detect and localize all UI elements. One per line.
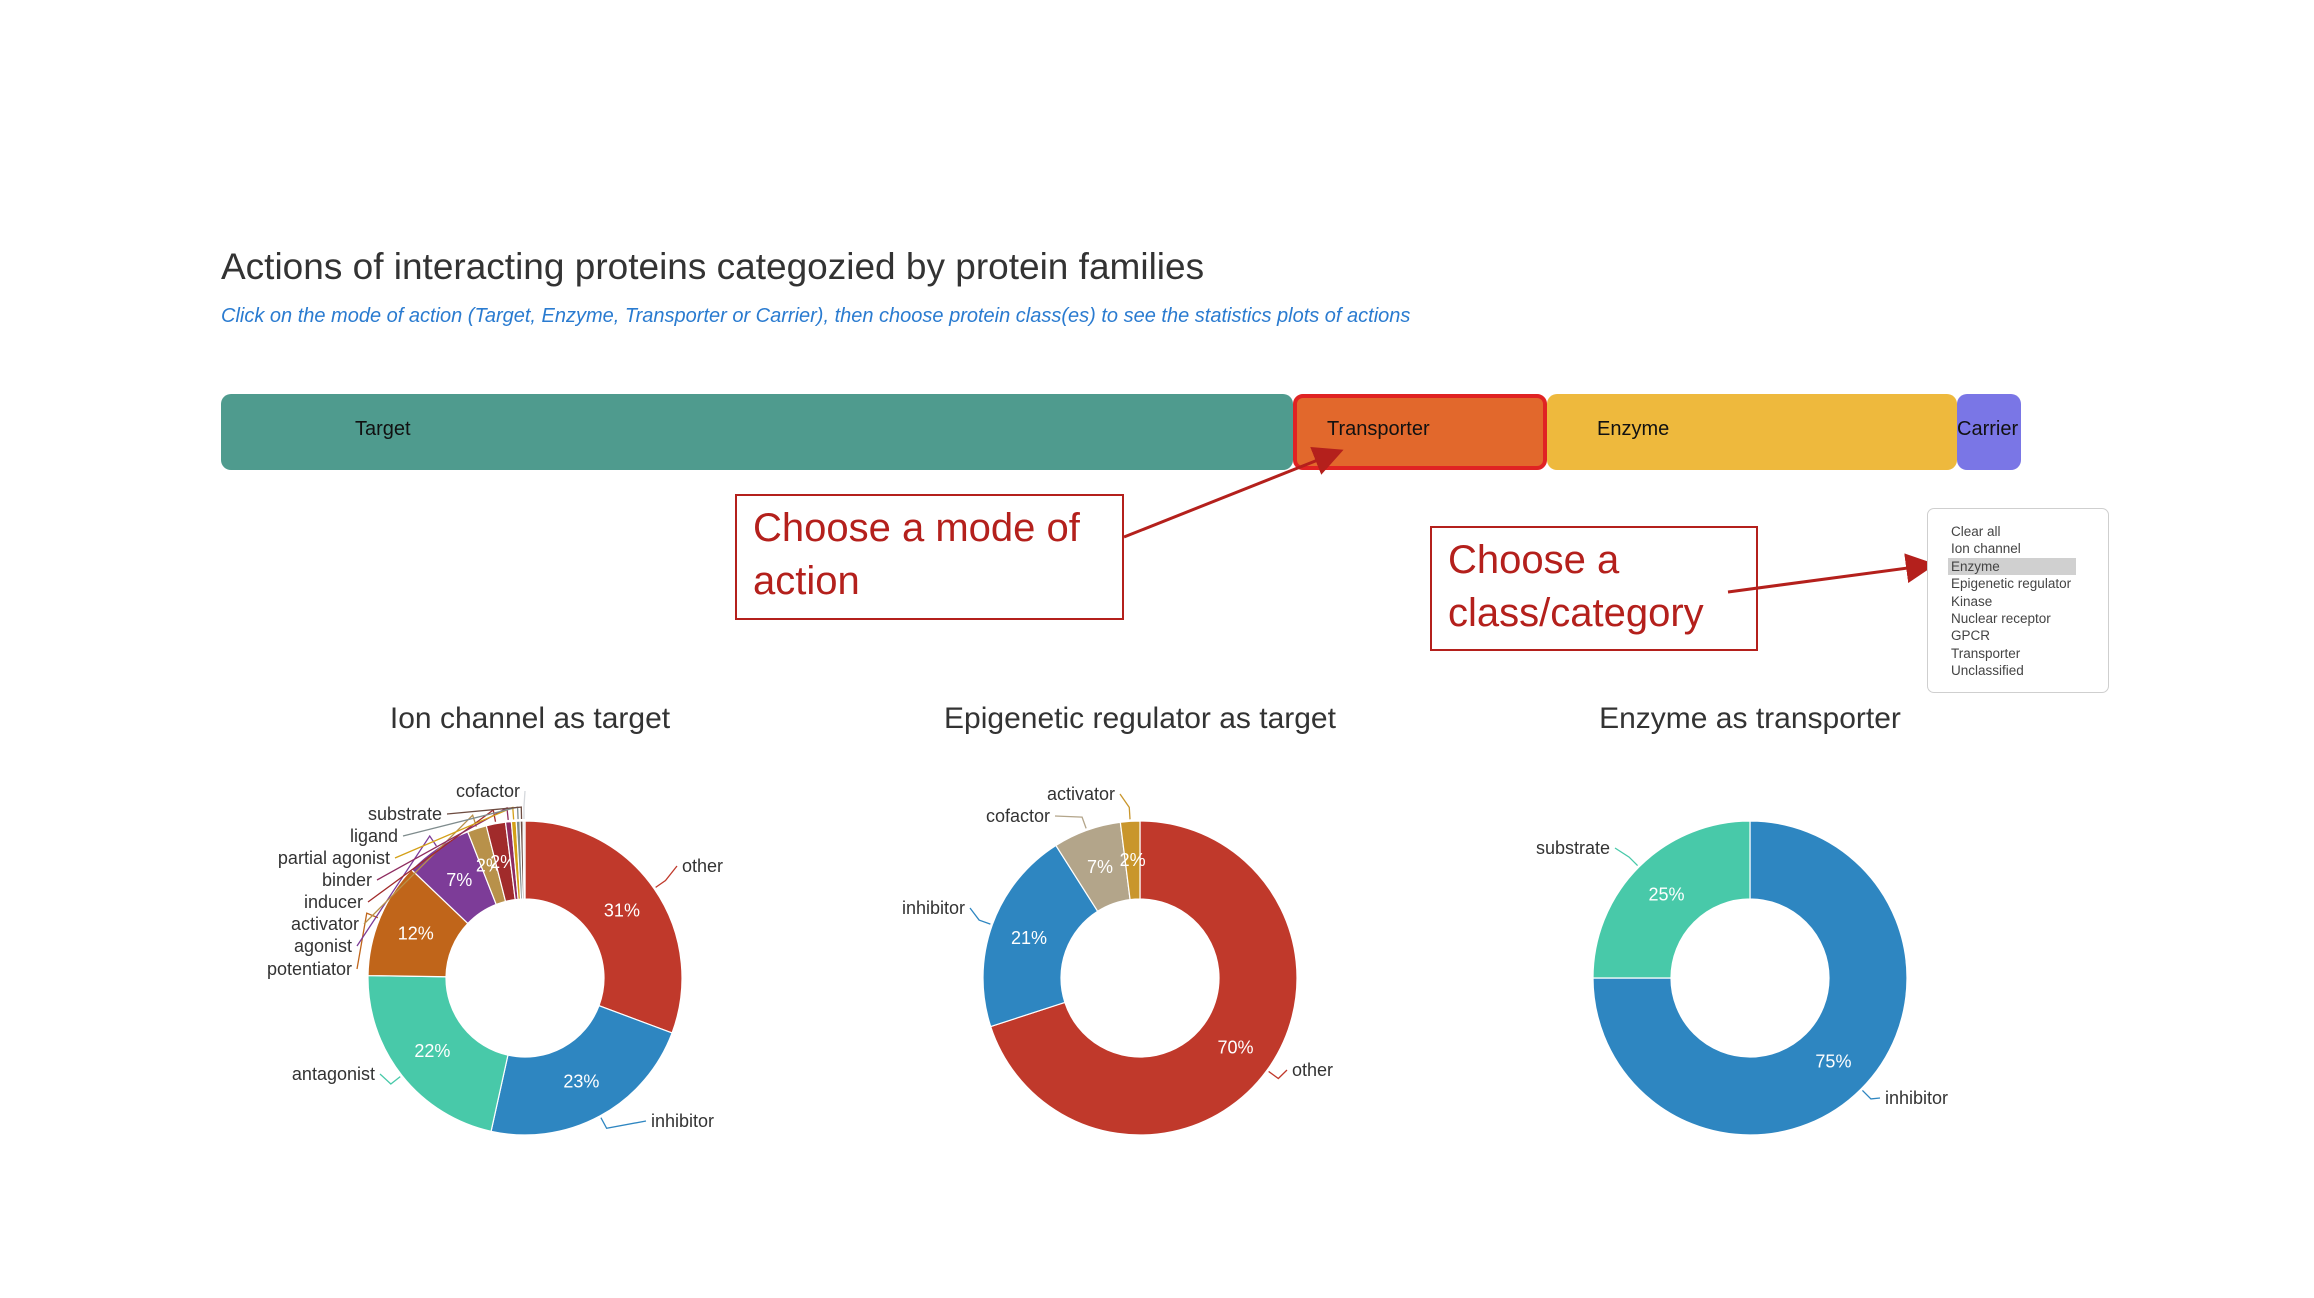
slice-cofactor[interactable] — [522, 820, 526, 900]
slice-label-other: other — [682, 856, 723, 876]
slice-percent-activator: 2% — [1120, 850, 1146, 870]
donut-chart-ion-channel: 31% other 23% inhibitor 22% antagonist 12% pote… — [267, 781, 723, 1136]
mode-enzyme-label: Enzyme — [1597, 418, 1670, 440]
donut-chart-epigenetic: 70% other 21% inhibitor 7% cofactor 2% activato… — [902, 784, 1333, 1136]
leader-activator — [1119, 793, 1131, 820]
class-option-clear-all[interactable]: Clear all — [1951, 524, 2001, 539]
mode-transporter-button[interactable]: Transporter — [1293, 394, 1547, 470]
slice-label-activator: activator — [291, 914, 359, 934]
leader-other — [655, 865, 678, 888]
slice-percent-inhibitor: 75% — [1815, 1051, 1851, 1071]
slice-label-antagonist: antagonist — [292, 1064, 375, 1084]
slice-substrate[interactable] — [1592, 820, 1751, 979]
slice-label-substrate: substrate — [368, 804, 442, 824]
leader-inhibitor — [1861, 1089, 1881, 1100]
slice-label-binder: binder — [322, 870, 372, 890]
slice-other[interactable] — [524, 820, 683, 1034]
leader-agonist — [356, 834, 437, 947]
page-title: Actions of interacting proteins categozi… — [221, 246, 1205, 287]
protein-class-listbox[interactable]: Clear all Ion channel Enzyme Epigenetic … — [1927, 508, 2109, 693]
slice-label-other: other — [1292, 1060, 1333, 1080]
leader-inhibitor — [600, 1117, 647, 1129]
class-option-transporter[interactable]: Transporter — [1951, 645, 2021, 661]
leader-inhibitor — [969, 907, 991, 925]
slice-label-cofactor: cofactor — [456, 781, 520, 801]
slice-percent-potentiator: 12% — [398, 923, 434, 943]
slice-percent-agonist: 7% — [446, 870, 472, 890]
slice-label-inhibitor: inhibitor — [902, 898, 965, 918]
slice-label-substrate: substrate — [1536, 838, 1610, 858]
chart-title-ion-channel: Ion channel as target — [389, 702, 671, 735]
leader-antagonist — [379, 1073, 401, 1085]
mode-transporter-label: Transporter — [1327, 418, 1430, 440]
slice-inhibitor[interactable] — [1592, 820, 1908, 1136]
class-option-epigenetic-regulator[interactable]: Epigenetic regulator — [1951, 576, 2072, 592]
slice-label-agonist: agonist — [294, 936, 352, 956]
leader-substrate — [446, 806, 523, 820]
slice-percent-inhibitor: 21% — [1011, 928, 1047, 948]
leader-other — [1268, 1069, 1288, 1080]
mode-of-action-bar: Target Transporter Enzyme Carrier — [221, 394, 2021, 470]
slice-percent-substrate: 25% — [1649, 885, 1685, 905]
leader-cofactor — [1054, 815, 1087, 829]
slice-percent-other: 31% — [604, 901, 640, 921]
slice-inhibitor[interactable] — [982, 844, 1099, 1028]
slice-percent-antagonist: 22% — [414, 1041, 450, 1061]
page-subtitle: Click on the mode of action (Target, Enz… — [221, 305, 1411, 327]
leader-potentiator — [356, 912, 379, 970]
mode-carrier-label: Carrier — [1957, 418, 2019, 440]
slice-label-ligand: ligand — [350, 826, 398, 846]
arrow-to-class — [1727, 553, 1936, 594]
leader-substrate — [1614, 847, 1639, 867]
slice-other[interactable] — [989, 820, 1298, 1136]
leader-cofactor — [523, 790, 526, 820]
chart-title-enzyme: Enzyme as transporter — [1599, 702, 1901, 735]
callout-choose-class: Choose a class/category — [1430, 526, 1758, 651]
slice-percent-inhibitor: 23% — [563, 1072, 599, 1092]
slice-label-potentiator: potentiator — [267, 959, 352, 979]
callout-choose-mode: Choose a mode of action — [735, 494, 1124, 620]
slice-percent-cofactor: 7% — [1087, 857, 1113, 877]
mode-target-button[interactable]: Target — [221, 394, 1293, 470]
slice-percent-other: 70% — [1217, 1037, 1253, 1057]
class-option-ion-channel[interactable]: Ion channel — [1951, 541, 2021, 557]
class-option-gpcr[interactable]: GPCR — [1951, 628, 1991, 644]
slice-label-inducer: inducer — [304, 892, 363, 912]
slice-label-inhibitor: inhibitor — [651, 1111, 714, 1131]
slice-label-inhibitor: inhibitor — [1885, 1088, 1948, 1108]
slice-label-partial-agonist: partial agonist — [278, 848, 390, 868]
slice-activator[interactable] — [1119, 820, 1141, 901]
mode-enzyme-button[interactable]: Enzyme — [1547, 394, 1957, 470]
class-option-unclassified[interactable]: Unclassified — [1951, 663, 2024, 679]
class-option-nuclear-receptor[interactable]: Nuclear receptor — [1951, 611, 2051, 627]
donut-chart-enzyme: 75% inhibitor 25% substrate — [1536, 820, 1948, 1136]
class-option-kinase[interactable]: Kinase — [1951, 593, 1993, 609]
slice-label-cofactor: cofactor — [986, 806, 1050, 826]
class-option-enzyme[interactable]: Enzyme — [1948, 557, 2076, 576]
slice-antagonist[interactable] — [367, 974, 509, 1133]
mode-target-label: Target — [355, 418, 411, 440]
slice-label-activator: activator — [1047, 784, 1115, 804]
chart-title-epigenetic: Epigenetic regulator as target — [944, 702, 1336, 735]
mode-carrier-button[interactable]: Carrier — [1957, 394, 2021, 470]
slice-inhibitor[interactable] — [490, 1004, 673, 1136]
